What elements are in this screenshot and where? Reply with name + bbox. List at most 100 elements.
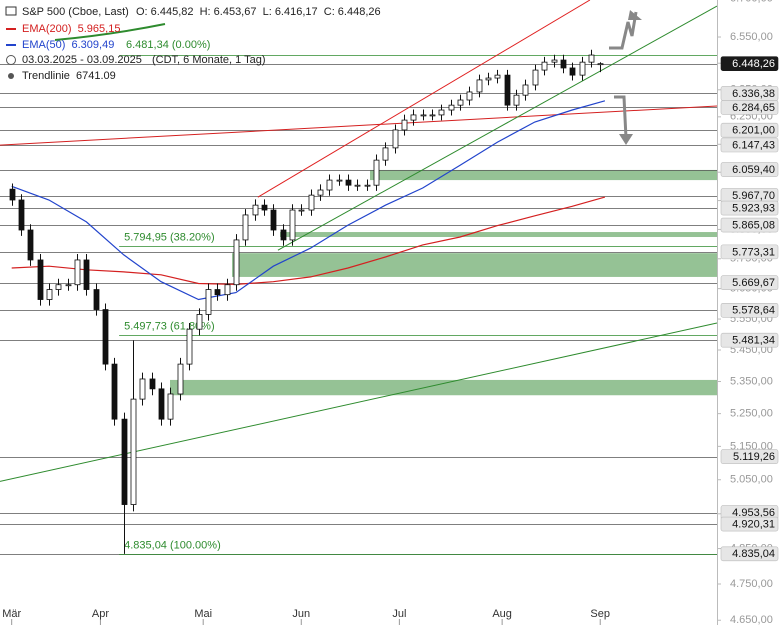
level-label: 5.865,08 xyxy=(732,219,775,231)
candle-body xyxy=(205,289,212,315)
level-label: 4.953,56 xyxy=(732,507,775,519)
level-label-box xyxy=(720,332,779,348)
candle-body xyxy=(55,284,62,290)
level-label: 5.773,31 xyxy=(732,246,775,258)
candle-body xyxy=(569,67,576,76)
level-label: 6.059,40 xyxy=(732,164,775,176)
level-label-box xyxy=(720,546,779,562)
y-tick-label: 6.550,00 xyxy=(730,31,773,43)
up-arrow-head xyxy=(628,10,642,20)
candle-body xyxy=(158,388,165,420)
support-zone xyxy=(232,253,717,277)
candle-body xyxy=(541,61,548,71)
down-arrow-head xyxy=(619,134,633,145)
y-tick-label: 4.650,00 xyxy=(730,614,773,625)
candle-body xyxy=(149,378,156,390)
candle-body xyxy=(494,74,501,79)
candle-body xyxy=(326,179,333,191)
x-tick-label: Apr xyxy=(92,608,109,620)
candle-body xyxy=(457,99,464,106)
candle-body xyxy=(27,229,34,261)
level-label-box xyxy=(720,137,779,153)
up-arrow xyxy=(609,11,638,50)
candle-body xyxy=(74,259,81,286)
candle-body xyxy=(65,284,72,287)
trendline xyxy=(0,105,718,146)
candle-body xyxy=(485,77,492,81)
candle-body xyxy=(18,199,25,231)
candle-body xyxy=(280,229,287,241)
trendline xyxy=(0,322,718,482)
x-tick-label: Mär xyxy=(2,608,21,620)
candle-body xyxy=(298,209,305,212)
x-tick-label: Sep xyxy=(590,608,610,620)
candle-body xyxy=(242,214,249,241)
candle-body xyxy=(373,159,380,186)
candle-body xyxy=(448,104,455,111)
y-tick-label: 6.700,00 xyxy=(730,0,773,4)
level-label: 5.923,93 xyxy=(732,202,775,214)
level-label: 5.967,70 xyxy=(732,190,775,202)
x-tick-label: Jun xyxy=(292,608,310,620)
level-label-box xyxy=(720,516,779,532)
candle-body xyxy=(121,418,128,505)
plot-area: 5.794,95 (38.20%)5.497,73 (61.80%)4.835,… xyxy=(0,0,718,555)
level-label-box xyxy=(720,449,779,464)
candle-body xyxy=(289,209,296,241)
support-zone xyxy=(170,379,717,396)
candle-body xyxy=(354,184,361,187)
candle-body xyxy=(410,114,417,121)
candle-body xyxy=(522,84,529,96)
candle-body xyxy=(93,289,100,310)
candle-body xyxy=(270,209,277,231)
candle-body xyxy=(401,119,408,131)
y-tick-label: 5.050,00 xyxy=(730,474,773,486)
level-label-box xyxy=(720,56,779,71)
candle-body xyxy=(130,398,137,505)
level-label: 6.284,65 xyxy=(732,102,775,114)
candle-body xyxy=(513,94,520,106)
level-label-box xyxy=(720,100,779,115)
candle-body xyxy=(233,239,240,286)
legend-period: (CDT, 6 Monate, 1 Tag) xyxy=(152,54,266,66)
trend-sketch xyxy=(54,23,166,41)
candle-body xyxy=(102,309,109,365)
candle-body xyxy=(420,114,427,117)
level-label: 4.920,31 xyxy=(732,518,775,530)
ema-line xyxy=(11,196,606,286)
candle-body xyxy=(597,63,604,66)
candle-body xyxy=(382,147,389,161)
candle-body xyxy=(438,109,445,116)
trendline xyxy=(277,5,718,251)
y-tick-label: 5.250,00 xyxy=(730,408,773,420)
candle-body xyxy=(551,59,558,63)
level-label-box xyxy=(720,244,779,260)
level-label: 5.119,26 xyxy=(733,451,775,463)
candle-body xyxy=(560,59,567,69)
candle-icon xyxy=(5,6,17,16)
candle-body xyxy=(214,289,221,296)
level-label-box xyxy=(720,217,779,233)
candle-body xyxy=(196,314,203,330)
legend-symbol: S&P 500 (Cboe, Last) xyxy=(22,6,129,18)
candle-body xyxy=(252,204,259,216)
legend-ohlc: O: 6.445,82 H: 6.453,67 L: 6.416,17 C: 6… xyxy=(136,6,381,18)
level-label-box xyxy=(720,162,779,177)
candle-body xyxy=(466,91,473,101)
x-tick-label: Mai xyxy=(194,608,212,620)
candle-body xyxy=(504,74,511,106)
level-label: 6.448,26 xyxy=(732,58,775,70)
level-label: 6.147,43 xyxy=(732,139,775,151)
legend-trend: Trendlinie 6741.09 xyxy=(22,70,116,82)
candle-body xyxy=(364,184,371,187)
candle-body xyxy=(224,284,231,296)
y-tick-label: 5.350,00 xyxy=(730,375,773,387)
candle-body xyxy=(317,189,324,196)
candle-body xyxy=(139,378,146,400)
candle-body xyxy=(588,54,595,63)
candle-body xyxy=(345,179,352,186)
candle-body xyxy=(111,363,118,420)
legend-fib0: 6.481,34 (0.00%) xyxy=(126,39,210,51)
legend-ema200: EMA(200) 5.965,15 xyxy=(22,23,120,35)
level-label-box xyxy=(720,302,779,318)
